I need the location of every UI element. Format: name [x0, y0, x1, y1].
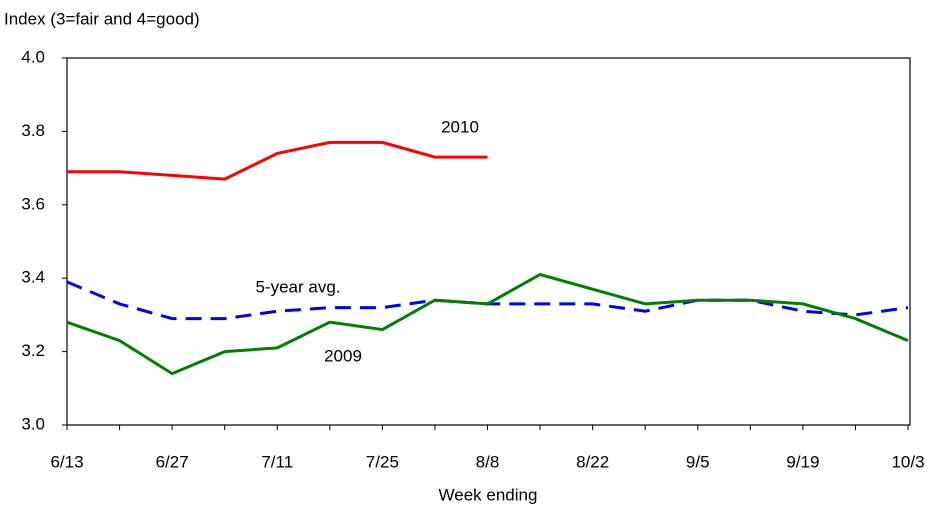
y-tick-label: 3.4	[21, 268, 45, 287]
y-tick-label: 3.6	[21, 194, 45, 213]
y-tick-label: 3.8	[21, 121, 45, 140]
series-label: 5-year avg.	[255, 277, 340, 296]
x-tick-label: 7/25	[366, 452, 399, 471]
series-label: 2010	[441, 117, 479, 136]
plot-frame	[66, 57, 911, 426]
x-tick-label: 8/22	[576, 452, 609, 471]
series-label: 2009	[324, 346, 362, 365]
x-axis-label: Week ending	[439, 485, 538, 504]
series-line	[66, 272, 909, 376]
x-tick-label: 9/5	[686, 452, 710, 471]
x-tick-label: 6/27	[156, 452, 189, 471]
y-tick-label: 3.0	[21, 414, 45, 433]
series-line	[67, 140, 488, 181]
x-tick-label: 9/19	[786, 452, 819, 471]
y-tick-label: 4.0	[21, 47, 45, 66]
x-tick-label: 6/13	[50, 452, 83, 471]
x-tick-label: 8/8	[476, 452, 500, 471]
x-tick-label: 10/3	[891, 452, 924, 471]
series-line	[66, 280, 909, 321]
y-axis-label: Index (3=fair and 4=good)	[4, 9, 200, 28]
x-tick-label: 7/11	[261, 452, 293, 471]
y-tick-label: 3.2	[21, 341, 45, 360]
